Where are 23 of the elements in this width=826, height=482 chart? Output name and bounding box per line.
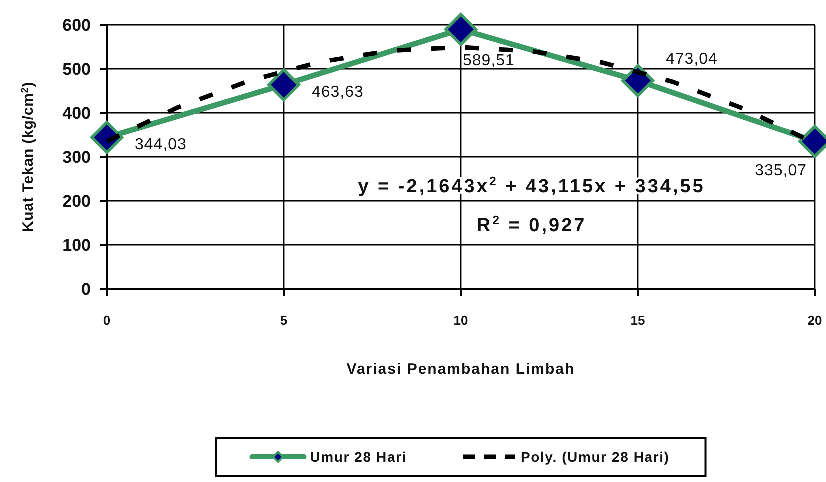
data-label: 473,04	[666, 50, 718, 68]
y-tick-label: 300	[62, 148, 91, 167]
data-label: 344,03	[135, 136, 187, 154]
annotation: R$^{2}$ = 0,927	[476, 214, 587, 237]
data-label: 463,63	[312, 84, 364, 102]
x-axis-title: Variasi Penambahan Limbah	[346, 361, 576, 378]
point	[444, 13, 478, 46]
x-tick-label: 15	[630, 313, 646, 328]
data-label: 589,51	[463, 52, 515, 70]
data-label: 335,07	[755, 162, 807, 180]
x-tick-label: 20	[808, 313, 822, 328]
y-tick-label: 0	[82, 280, 91, 299]
x-tick-label: 10	[454, 313, 468, 328]
y-tick-label: 500	[62, 60, 91, 79]
x-tick-label: 5	[280, 313, 288, 328]
y-tick-label: 600	[62, 16, 91, 35]
y-tick-label: 400	[62, 104, 91, 123]
point	[268, 68, 300, 102]
legend-label: Poly. (Umur 28 Hari)	[520, 449, 670, 465]
y-tick-label: 100	[62, 236, 91, 255]
x-tick-label: 0	[103, 313, 111, 328]
legend-label: Umur 28 Hari	[310, 449, 407, 465]
y-tick-label: 200	[62, 192, 91, 211]
